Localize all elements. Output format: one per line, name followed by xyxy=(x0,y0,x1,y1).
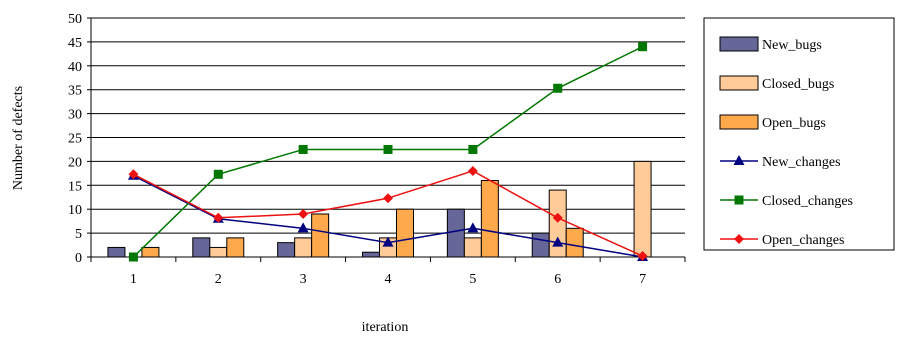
point-new-changes xyxy=(467,222,479,233)
x-tick-label: 5 xyxy=(469,272,476,287)
bar-new-bugs xyxy=(446,208,465,258)
point-new-changes xyxy=(382,236,394,247)
gridlines xyxy=(91,17,685,234)
legend-marker xyxy=(734,195,744,205)
y-axis-label: Number of defects xyxy=(11,86,26,190)
point-closed-changes xyxy=(298,144,308,154)
point-open-changes xyxy=(128,169,139,180)
y-tick-label: 25 xyxy=(68,132,82,147)
point-open-changes xyxy=(637,251,648,262)
bar-new-bugs xyxy=(277,242,296,258)
x-tick-label: 7 xyxy=(639,272,646,287)
bar-closed-bugs xyxy=(633,160,652,258)
bar-new-bugs xyxy=(531,232,550,258)
bar-new-bugs xyxy=(192,237,211,258)
y-tick-label: 15 xyxy=(68,179,82,194)
bar-closed-bugs xyxy=(294,237,313,258)
y-tick-label: 10 xyxy=(68,203,82,218)
y-tick-label: 20 xyxy=(68,155,82,170)
x-tick-label: 4 xyxy=(385,272,392,287)
x-tick-label: 1 xyxy=(130,272,137,287)
point-new-changes xyxy=(297,222,309,233)
point-closed-changes xyxy=(638,42,648,52)
bar-new-bugs xyxy=(362,251,380,258)
legend-label: Closed_changes xyxy=(762,194,853,209)
point-open-changes xyxy=(298,208,309,219)
bar-open-bugs xyxy=(480,180,499,258)
point-closed-changes xyxy=(128,252,138,262)
legend-swatch xyxy=(719,114,759,130)
axes xyxy=(87,17,686,262)
legend-label: Open_changes xyxy=(762,233,844,248)
bar-closed-bugs xyxy=(209,246,228,258)
y-tick-label: 0 xyxy=(75,251,82,266)
bar-new-bugs xyxy=(107,246,126,258)
y-tick-label: 5 xyxy=(75,227,82,242)
x-tick-label: 2 xyxy=(215,272,222,287)
x-tick-label: 6 xyxy=(554,272,561,287)
legend: New_bugs Closed_bugs Open_bugs New_changes C… xyxy=(703,17,895,251)
y-tick-label: 35 xyxy=(68,84,82,99)
y-tick-label: 50 xyxy=(68,12,82,27)
x-axis-label: iteration xyxy=(362,320,409,335)
y-tick-label: 40 xyxy=(68,60,82,75)
point-open-changes xyxy=(467,165,478,176)
point-new-changes xyxy=(552,236,564,247)
point-open-changes xyxy=(213,212,224,223)
bar-open-bugs xyxy=(396,208,414,258)
legend-swatch xyxy=(719,75,759,91)
point-open-changes xyxy=(383,193,393,204)
bar-open-bugs xyxy=(141,246,160,258)
legend-label: Open_bugs xyxy=(762,116,826,131)
point-closed-changes xyxy=(468,144,478,154)
legend-label: Closed_bugs xyxy=(762,77,834,92)
x-tick-label: 3 xyxy=(300,272,307,287)
point-closed-changes xyxy=(383,144,393,154)
point-open-changes xyxy=(552,212,563,223)
legend-label: New_changes xyxy=(762,155,841,170)
bar-open-bugs xyxy=(226,237,245,258)
legend-marker xyxy=(734,234,744,244)
point-closed-changes xyxy=(553,83,563,93)
legend-frame xyxy=(703,17,895,251)
point-closed-changes xyxy=(213,169,223,179)
y-tick-label: 30 xyxy=(68,108,82,123)
bar-closed-bugs xyxy=(463,237,482,258)
legend-label: New_bugs xyxy=(762,38,822,53)
line-series xyxy=(127,42,649,262)
bar-closed-bugs xyxy=(548,189,567,258)
legend-swatch xyxy=(719,36,759,52)
bar-open-bugs xyxy=(565,227,584,258)
bar-open-bugs xyxy=(311,213,330,258)
legend-marker xyxy=(733,155,745,165)
y-tick-label: 45 xyxy=(68,36,82,51)
